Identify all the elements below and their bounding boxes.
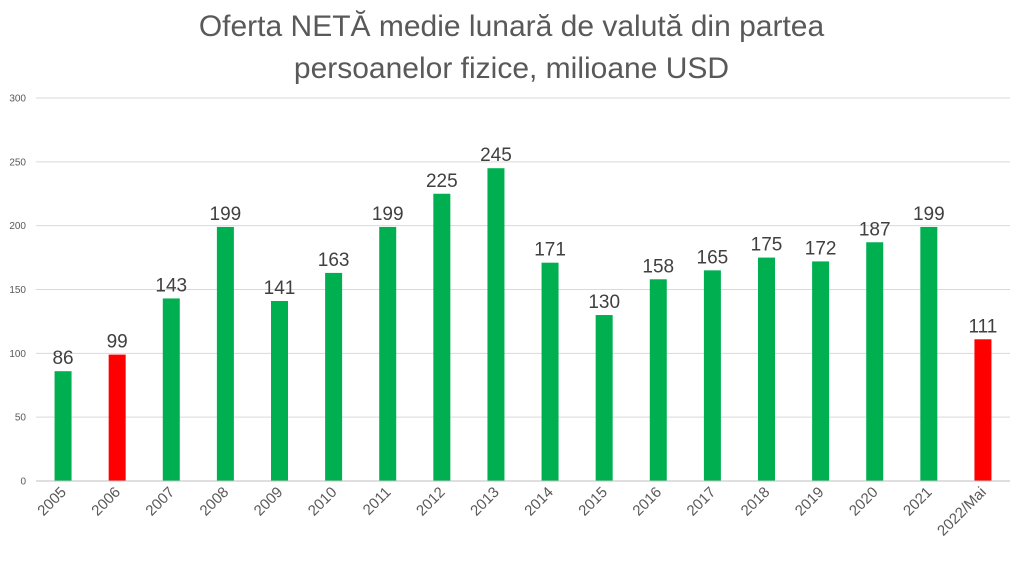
- x-tick-label: 2021: [900, 484, 936, 520]
- bar-2018: [758, 257, 775, 481]
- x-tick-label: 2016: [629, 484, 665, 520]
- bars: [54, 168, 992, 481]
- y-tick-label: 300: [9, 94, 26, 105]
- data-label: 165: [697, 247, 729, 268]
- data-label: 225: [426, 171, 458, 192]
- data-label: 143: [155, 275, 187, 296]
- x-tick-label: 2010: [305, 484, 341, 520]
- bar-2014: [541, 262, 559, 481]
- chart-title-line-2: persoanelor fizice, milioane USD: [293, 52, 730, 85]
- bar-2016: [649, 279, 667, 481]
- y-tick-label: 0: [20, 477, 26, 488]
- data-label: 158: [642, 256, 674, 277]
- x-tick-label: 2014: [521, 484, 557, 520]
- x-tick-label: 2008: [197, 484, 233, 520]
- bar-2017: [703, 270, 721, 481]
- data-label: 187: [859, 219, 891, 240]
- x-tick-label: 2006: [88, 484, 124, 520]
- x-tick-label: 2022/Mai: [934, 484, 990, 540]
- bar-2010: [325, 272, 343, 481]
- data-label: 163: [318, 250, 350, 271]
- x-tick-label: 2018: [738, 484, 774, 520]
- x-tick-label: 2020: [846, 484, 882, 520]
- data-label: 245: [480, 145, 512, 166]
- data-label: 172: [805, 238, 837, 259]
- bar-2007: [162, 298, 180, 481]
- x-tick-label: 2009: [251, 484, 287, 520]
- bar-2006: [108, 354, 126, 481]
- data-label: 130: [588, 292, 620, 313]
- y-tick-label: 150: [9, 285, 26, 296]
- x-axis-ticks: 2005 2006 2007 2008 2009 2010 2011 2012 2013 2014…: [34, 484, 990, 540]
- gridlines: [36, 97, 1010, 418]
- y-axis-ticks: 0 50 100 150 200 250 300: [9, 94, 26, 488]
- y-tick-label: 50: [15, 413, 27, 424]
- data-label: 111: [968, 316, 997, 337]
- x-tick-label: 2011: [360, 484, 395, 519]
- data-label: 199: [913, 204, 945, 225]
- bar-2021: [920, 226, 938, 481]
- bar-2015: [595, 315, 613, 481]
- chart-title: Oferta NETĂ medie lunară de valută din p…: [0, 6, 1023, 90]
- x-tick-label: 2013: [467, 484, 503, 520]
- x-tick-label: 2012: [413, 484, 449, 520]
- data-label: 99: [107, 332, 128, 353]
- bar-2005: [54, 371, 72, 481]
- data-label: 199: [372, 204, 404, 225]
- bar-2011: [379, 226, 397, 481]
- y-tick-label: 200: [9, 221, 26, 232]
- x-tick-label: 2019: [792, 484, 828, 520]
- bar-2020: [866, 242, 884, 481]
- x-tick-label: 2017: [684, 484, 720, 520]
- data-label: 86: [52, 348, 73, 369]
- bar-2009: [271, 300, 288, 481]
- data-label: 175: [751, 235, 783, 256]
- bar-2019: [812, 261, 830, 481]
- bar-2012: [433, 193, 451, 481]
- data-label: 199: [210, 204, 242, 225]
- data-label: 141: [264, 278, 296, 299]
- data-labels: 86 99 143 199 141 163 199 225 245 171 130 158 165 175…: [52, 145, 997, 369]
- x-tick-label: 2015: [575, 484, 611, 520]
- bar-2022-mai: [974, 339, 992, 481]
- chart-title-line-1: Oferta NETĂ medie lunară de valută din p…: [198, 10, 825, 43]
- data-label: 171: [534, 240, 566, 261]
- bar-2013: [487, 168, 505, 481]
- y-tick-label: 250: [9, 157, 26, 168]
- x-tick-label: 2007: [142, 484, 178, 520]
- bar-2008: [216, 226, 234, 481]
- x-tick-label: 2005: [34, 484, 70, 520]
- y-tick-label: 100: [9, 349, 26, 360]
